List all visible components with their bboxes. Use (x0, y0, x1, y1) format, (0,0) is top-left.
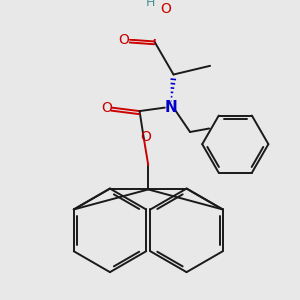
Text: H: H (146, 0, 156, 9)
Text: O: O (140, 130, 151, 144)
Text: N: N (164, 100, 177, 115)
Text: O: O (118, 33, 129, 47)
Text: O: O (160, 2, 171, 16)
Text: O: O (101, 100, 112, 115)
